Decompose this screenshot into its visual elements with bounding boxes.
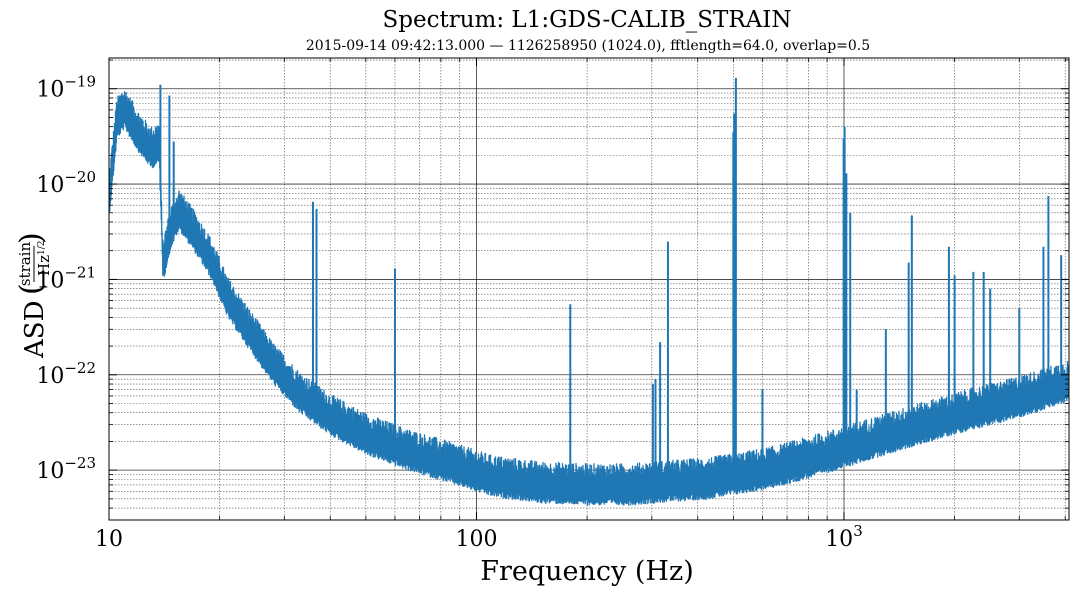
axis-ticks [108,58,1069,520]
y-label-denominator-exponent: 1/2 [37,241,47,255]
x-tick-label: 10 [95,527,123,552]
y-label-paren-right: ) [14,232,49,244]
y-label-prefix: ASD [20,301,50,359]
x-axis-label: Frequency (Hz) [480,556,693,587]
chart-title: Spectrum: L1:GDS-CALIB_STRAIN [383,7,792,33]
plot-area [109,77,1069,506]
y-label-numerator: strain [16,242,34,287]
chart-subtitle: 2015-09-14 09:42:13.000 — 1126258950 (10… [306,38,870,54]
y-tick-exponent: −21 [64,263,96,281]
y-axis-label: ASD(strain Hz1/2) [14,232,53,359]
asd-series-line [109,91,1069,506]
y-axis-label-group: ASD(strain Hz1/2) [14,232,53,359]
x-tick-label: 100 [455,527,497,552]
x-tick-exponent: 3 [853,522,863,540]
y-tick-exponent: −19 [64,73,96,91]
y-label-paren-left: ( [14,283,49,295]
series-group [109,77,1069,506]
y-tick-exponent: −23 [64,454,96,472]
y-tick-exponent: −22 [64,359,96,377]
y-tick-exponent: −20 [64,168,96,186]
